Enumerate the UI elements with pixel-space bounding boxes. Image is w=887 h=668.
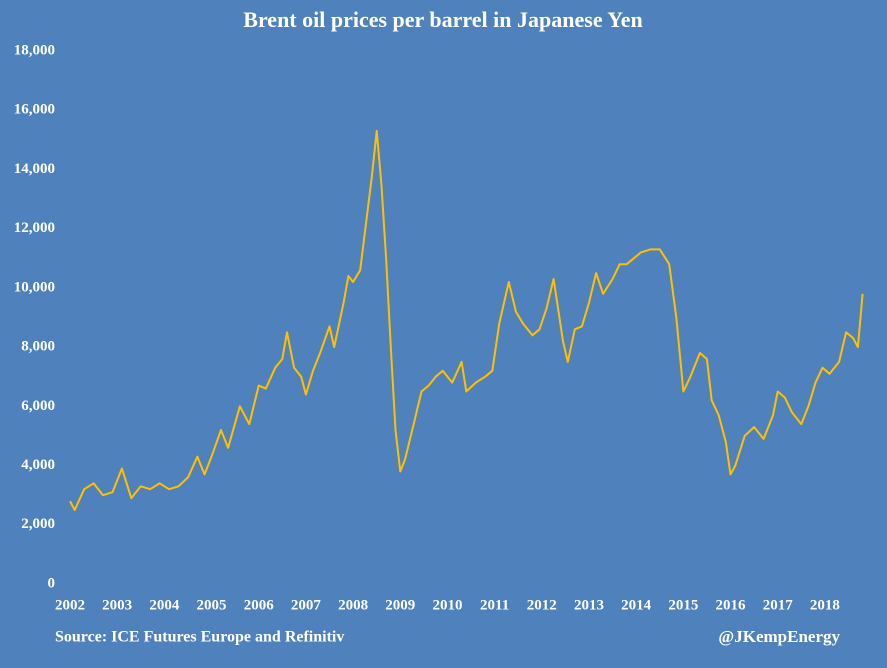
y-tick-label: 8,000 (21, 339, 55, 355)
credit: @JKempEnergy (718, 627, 840, 646)
x-tick-label: 2002 (55, 597, 85, 613)
x-tick-label: 2018 (810, 597, 840, 613)
line (69, 129, 864, 511)
x-tick-label: 2010 (432, 597, 462, 613)
y-tick-label: 16,000 (14, 102, 55, 118)
y-tick-label: 14,000 (14, 161, 55, 177)
x-tick-label: 2003 (102, 597, 132, 613)
x-tick-label: 2015 (668, 597, 698, 613)
y-tick-label: 6,000 (21, 398, 55, 414)
x-tick-label: 2005 (197, 597, 227, 613)
y-tick-label: 0 (48, 575, 56, 591)
x-tick-label: 2017 (763, 597, 794, 613)
x-tick-label: 2004 (149, 597, 180, 613)
x-tick-label: 2009 (385, 597, 415, 613)
y-tick-label: 4,000 (21, 457, 55, 473)
source: Source: ICE Futures Europe and Refinitiv (55, 629, 344, 646)
x-tick-label: 2013 (574, 597, 604, 613)
x-tick-label: 2014 (621, 597, 652, 613)
x-tick-label: 2011 (480, 597, 509, 613)
x-tick-label: 2016 (716, 597, 747, 613)
chart-title: Brent oil prices per barrel in Japanese … (243, 7, 642, 32)
x-tick-label: 2006 (244, 597, 275, 613)
x-tick-label: 2007 (291, 597, 322, 613)
y-tick-label: 2,000 (21, 516, 55, 532)
y-tick-label: 18,000 (14, 42, 55, 58)
x-tick-label: 2008 (338, 597, 368, 613)
x-tick-label: 2012 (527, 597, 557, 613)
y-tick-label: 12,000 (14, 220, 55, 236)
y-tick-label: 10,000 (14, 279, 55, 295)
